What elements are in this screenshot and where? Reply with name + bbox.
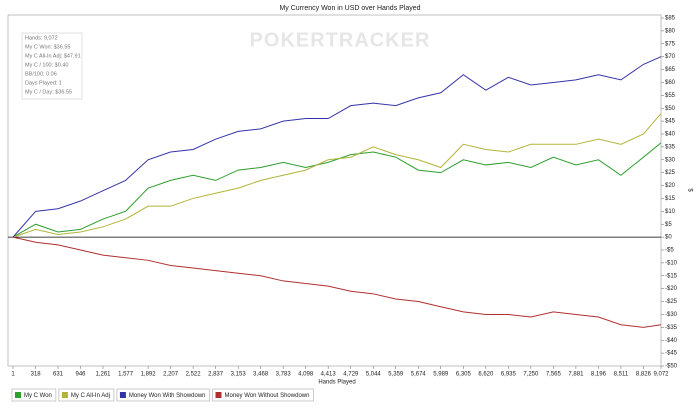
- stat-line: My C All-In Adj: $47.91: [25, 53, 81, 59]
- chart-title: My Currency Won in USD over Hands Played: [279, 5, 420, 12]
- stat-line: Hands: 9,072: [25, 35, 58, 41]
- legend-swatch: [61, 392, 68, 398]
- x-tick-label: 6,620: [478, 372, 494, 378]
- plot-frame: [7, 14, 662, 367]
- y-tick-label: -$5: [665, 248, 674, 254]
- legend-swatch: [15, 392, 21, 398]
- y-tick-label: -$20: [665, 286, 678, 292]
- x-tick-label: 4,729: [343, 372, 359, 378]
- legend-label: Money Won Without Showdown: [225, 393, 310, 399]
- legend-item: [212, 388, 314, 402]
- y-tick-label: $85: [665, 16, 676, 22]
- stat-line: BB/100: 0.06: [25, 71, 57, 77]
- stat-line: Days Played: 1: [25, 80, 62, 86]
- y-tick-label: -$10: [665, 260, 678, 266]
- x-tick-label: 8,826: [636, 372, 652, 378]
- x-tick-label: 7,250: [523, 372, 539, 378]
- y-tick-label: -$15: [665, 273, 678, 279]
- x-tick-label: 7,565: [546, 372, 562, 378]
- x-tick-label: 1: [11, 372, 15, 378]
- legend-swatch: [215, 392, 222, 398]
- x-tick-label: 2,522: [186, 372, 202, 378]
- x-tick-label: 4,098: [298, 372, 314, 378]
- legend-label: Money Won With Showdown: [129, 393, 206, 399]
- series-line: [12, 236, 662, 328]
- legend-swatch: [119, 392, 126, 398]
- y-tick-label: -$30: [665, 312, 678, 318]
- y-tick-label: $35: [665, 144, 676, 150]
- y-tick-label: $45: [665, 119, 676, 125]
- stat-line: My C / 100: $0.40: [25, 62, 68, 68]
- y-tick-label: -$50: [665, 364, 678, 370]
- y-tick-label: -$25: [665, 299, 678, 305]
- stat-line: My C Won: $36.55: [25, 44, 70, 50]
- legend-item: [58, 388, 115, 402]
- x-axis-label: Hands Played: [318, 380, 355, 386]
- y-tick-label: $15: [665, 196, 676, 202]
- x-tick-label: 8,196: [591, 372, 607, 378]
- x-tick-label: 3,468: [253, 372, 269, 378]
- y-tick-label: $25: [665, 170, 676, 176]
- y-tick-label: $20: [665, 183, 676, 189]
- x-tick-label: 318: [31, 372, 42, 378]
- y-axis-label: $: [686, 188, 692, 192]
- x-tick-label: 946: [75, 372, 86, 378]
- stats-box: [21, 32, 83, 100]
- y-tick-label: -$35: [665, 325, 678, 331]
- x-tick-label: 3,153: [231, 372, 247, 378]
- x-tick-label: 5,044: [366, 372, 382, 378]
- x-tick-label: 1,261: [96, 372, 112, 378]
- y-tick-label: -$45: [665, 351, 678, 357]
- legend-item: [11, 388, 57, 402]
- y-tick-label: $30: [665, 157, 676, 163]
- y-tick-label: $70: [665, 54, 676, 60]
- y-tick-label: $5: [665, 222, 672, 228]
- x-tick-label: 6,305: [456, 372, 472, 378]
- y-tick-label: $55: [665, 93, 676, 99]
- x-tick-label: 5,674: [411, 372, 427, 378]
- legend-label: My C Won: [24, 393, 52, 399]
- legend-label: My C All-In Adj: [71, 393, 110, 399]
- series-line: [12, 113, 662, 238]
- x-tick-label: 8,511: [614, 372, 629, 378]
- y-tick-label: $10: [665, 209, 676, 215]
- x-tick-label: 5,989: [433, 372, 449, 378]
- y-tick-label: $80: [665, 28, 676, 34]
- y-tick-label: $40: [665, 132, 676, 138]
- x-tick-label: 631: [53, 372, 64, 378]
- x-tick-label: 5,359: [388, 372, 404, 378]
- y-tick-label: $65: [665, 67, 676, 73]
- x-tick-label: 1,892: [141, 372, 157, 378]
- x-tick-label: 6,935: [501, 372, 517, 378]
- y-tick-label: $75: [665, 41, 676, 47]
- y-tick-label: -$40: [665, 338, 678, 344]
- legend-item: [116, 388, 210, 402]
- x-tick-label: 1,577: [118, 372, 134, 378]
- y-tick-label: $0: [665, 235, 672, 241]
- x-tick-label: 4,413: [321, 372, 337, 378]
- x-tick-label: 7,881: [568, 372, 584, 378]
- watermark: POKERTRACKER: [250, 29, 431, 51]
- x-tick-label: 2,207: [163, 372, 179, 378]
- stat-line: My C / Day: $36.55: [25, 89, 72, 95]
- x-tick-label: 9,072: [653, 372, 669, 378]
- y-tick-label: $50: [665, 106, 676, 112]
- x-tick-label: 3,783: [276, 372, 292, 378]
- series-line: [12, 56, 662, 238]
- y-tick-label: $60: [665, 80, 676, 86]
- x-tick-label: 2,837: [208, 372, 224, 378]
